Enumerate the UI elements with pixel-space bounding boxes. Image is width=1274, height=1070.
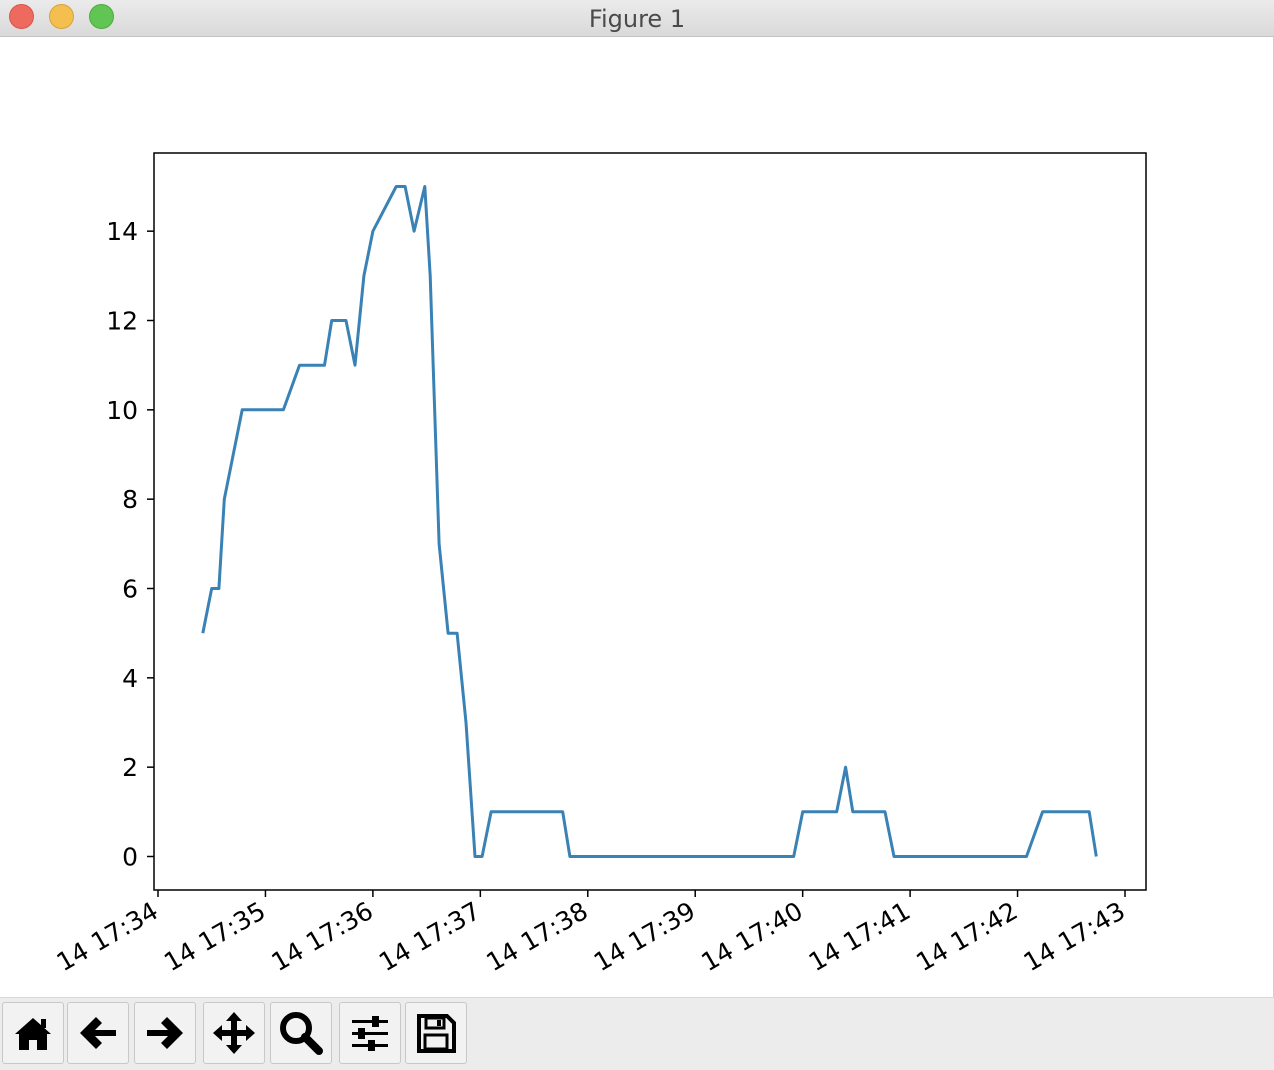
x-tick-label: 14 17:37	[374, 896, 485, 977]
zoom-button[interactable]	[270, 1002, 332, 1064]
x-tick-label: 14 17:38	[481, 896, 592, 977]
back-arrow-icon	[80, 1017, 116, 1049]
x-tick-label: 14 17:40	[696, 896, 807, 977]
y-tick-label: 14	[106, 217, 138, 246]
configure-subplots-button[interactable]	[339, 1002, 401, 1064]
back-button[interactable]	[67, 1002, 129, 1064]
zoom-magnifier-icon	[280, 1012, 323, 1055]
x-tick-label: 14 17:41	[804, 896, 915, 977]
y-tick-label: 0	[122, 843, 138, 872]
home-icon	[15, 1018, 51, 1050]
x-tick-label: 14 17:36	[267, 896, 378, 977]
pan-move-icon	[213, 1012, 255, 1054]
configure-subplots-icon	[352, 1016, 388, 1051]
y-tick-label: 6	[122, 575, 138, 604]
minimize-window-button[interactable]	[49, 4, 74, 29]
x-tick-label: 14 17:42	[911, 896, 1022, 977]
x-tick-label: 14 17:35	[159, 896, 270, 977]
y-tick-label: 12	[106, 307, 138, 336]
x-tick-label: 14 17:43	[1019, 896, 1130, 977]
window-title: Figure 1	[588, 5, 686, 33]
maximize-window-button[interactable]	[89, 4, 114, 29]
figure-canvas[interactable]: 0 2 4 6 8 10 12 14 14 17:34 14 17:35 14 17:36 14 1…	[0, 37, 1274, 997]
y-tick-label: 8	[122, 485, 138, 514]
y-tick-label: 2	[122, 753, 138, 782]
x-tick-label: 14 17:34	[52, 896, 163, 977]
forward-arrow-icon	[147, 1017, 183, 1049]
close-window-button[interactable]	[9, 4, 34, 29]
x-tick-label: 14 17:39	[589, 896, 700, 977]
home-button[interactable]	[2, 1002, 64, 1064]
forward-button[interactable]	[134, 1002, 196, 1064]
window-titlebar: Figure 1	[0, 0, 1274, 37]
y-tick-label: 4	[122, 664, 138, 693]
save-button[interactable]	[405, 1002, 467, 1064]
pan-button[interactable]	[203, 1002, 265, 1064]
y-tick-label: 10	[106, 396, 138, 425]
save-floppy-icon	[417, 1014, 456, 1053]
series-line	[201, 185, 1098, 858]
navigation-toolbar	[0, 997, 1274, 1070]
axes-frame	[153, 152, 1147, 891]
